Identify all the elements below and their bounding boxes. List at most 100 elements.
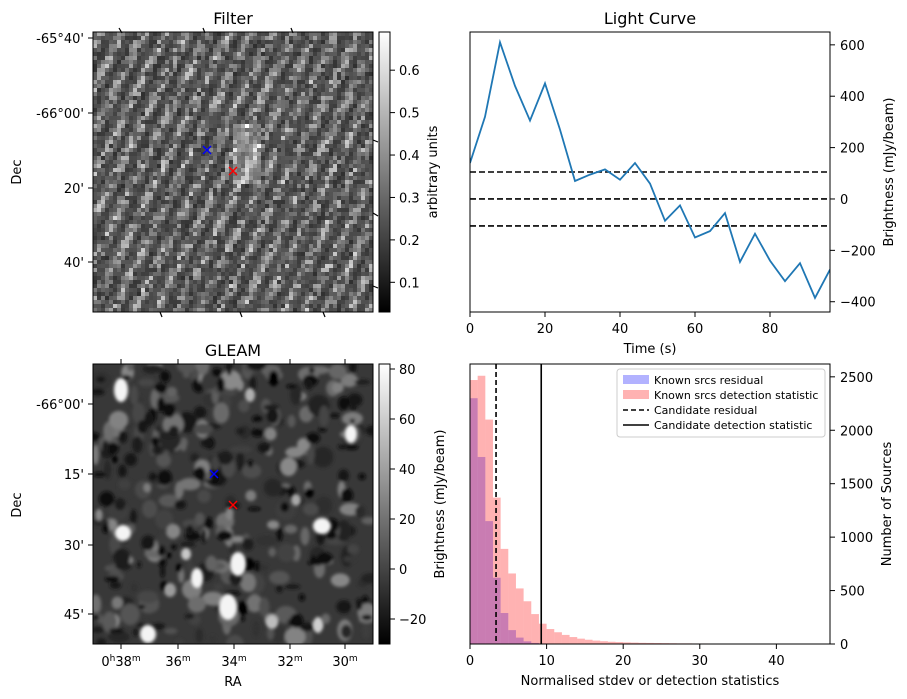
filter-pixel: [289, 220, 293, 224]
filter-pixel: [253, 208, 257, 212]
filter-pixel: [165, 172, 169, 176]
filter-pixel: [257, 84, 261, 88]
filter-pixel: [105, 148, 109, 152]
filter-pixel: [289, 248, 293, 252]
filter-pixel: [353, 32, 357, 36]
filter-pixel: [281, 296, 285, 300]
filter-pixel: [273, 128, 277, 132]
filter-pixel: [341, 136, 345, 140]
filter-pixel: [181, 180, 185, 184]
filter-pixel: [325, 192, 329, 196]
filter-pixel: [297, 52, 301, 56]
filter-pixel: [129, 92, 133, 96]
filter-pixel: [213, 84, 217, 88]
filter-pixel: [365, 308, 369, 312]
filter-pixel: [161, 248, 165, 252]
filter-pixel: [193, 32, 197, 36]
filter-pixel: [305, 76, 309, 80]
filter-pixel: [153, 168, 157, 172]
filter-pixel: [249, 56, 253, 60]
filter-pixel: [321, 32, 325, 36]
filter-pixel: [113, 300, 117, 304]
filter-pixel: [149, 172, 153, 176]
filter-pixel: [365, 112, 369, 116]
filter-pixel: [113, 180, 117, 184]
filter-pixel: [257, 36, 261, 40]
filter-pixel: [289, 40, 293, 44]
filter-pixel: [297, 60, 301, 64]
filter-pixel: [289, 112, 293, 116]
filter-pixel: [229, 200, 233, 204]
filter-pixel: [141, 116, 145, 120]
filter-pixel: [361, 156, 365, 160]
filter-pixel: [361, 128, 365, 132]
filter-pixel: [165, 180, 169, 184]
filter-pixel: [101, 148, 105, 152]
filter-pixel: [341, 112, 345, 116]
filter-pixel: [109, 52, 113, 56]
filter-pixel: [309, 244, 313, 248]
filter-pixel: [241, 268, 245, 272]
filter-pixel: [317, 188, 321, 192]
filter-pixel: [361, 120, 365, 124]
filter-pixel: [209, 80, 213, 84]
filter-pixel: [221, 128, 225, 132]
filter-pixel: [317, 168, 321, 172]
filter-pixel: [125, 304, 129, 308]
filter-pixel: [305, 208, 309, 212]
filter-pixel: [285, 44, 289, 48]
filter-pixel: [117, 292, 121, 296]
filter-pixel: [365, 220, 369, 224]
filter-pixel: [173, 84, 177, 88]
filter-pixel: [249, 92, 253, 96]
filter-pixel: [237, 308, 241, 312]
filter-pixel: [113, 176, 117, 180]
filter-pixel: [201, 260, 205, 264]
filter-pixel: [121, 240, 125, 244]
filter-pixel: [257, 180, 261, 184]
filter-pixel: [249, 248, 253, 252]
filter-pixel: [157, 180, 161, 184]
filter-pixel: [185, 164, 189, 168]
filter-pixel: [205, 260, 209, 264]
filter-pixel: [201, 104, 205, 108]
filter-pixel: [185, 136, 189, 140]
filter-pixel: [213, 92, 217, 96]
filter-pixel: [257, 184, 261, 188]
filter-pixel: [349, 120, 353, 124]
filter-pixel: [109, 144, 113, 148]
filter-pixel: [273, 184, 277, 188]
filter-pixel: [281, 192, 285, 196]
filter-pixel: [241, 112, 245, 116]
filter-pixel: [181, 72, 185, 76]
filter-pixel: [149, 60, 153, 64]
filter-pixel: [213, 100, 217, 104]
filter-pixel: [285, 140, 289, 144]
filter-pixel: [181, 172, 185, 176]
filter-pixel: [141, 136, 145, 140]
filter-pixel: [121, 148, 125, 152]
filter-pixel: [285, 76, 289, 80]
filter-pixel: [137, 148, 141, 152]
filter-pixel: [365, 280, 369, 284]
filter-pixel: [349, 248, 353, 252]
filter-pixel: [129, 76, 133, 80]
filter-pixel: [337, 112, 341, 116]
filter-pixel: [349, 288, 353, 292]
filter-pixel: [261, 200, 265, 204]
filter-pixel: [225, 148, 229, 152]
filter-pixel: [213, 304, 217, 308]
filter-pixel: [125, 140, 129, 144]
filter-pixel: [221, 296, 225, 300]
filter-pixel: [153, 124, 157, 128]
filter-pixel: [369, 296, 373, 300]
filter-pixel: [149, 52, 153, 56]
filter-pixel: [273, 68, 277, 72]
filter-pixel: [241, 48, 245, 52]
filter-pixel: [365, 56, 369, 60]
filter-pixel: [149, 256, 153, 260]
filter-pixel: [141, 172, 145, 176]
filter-pixel: [141, 36, 145, 40]
filter-pixel: [233, 224, 237, 228]
filter-pixel: [289, 96, 293, 100]
